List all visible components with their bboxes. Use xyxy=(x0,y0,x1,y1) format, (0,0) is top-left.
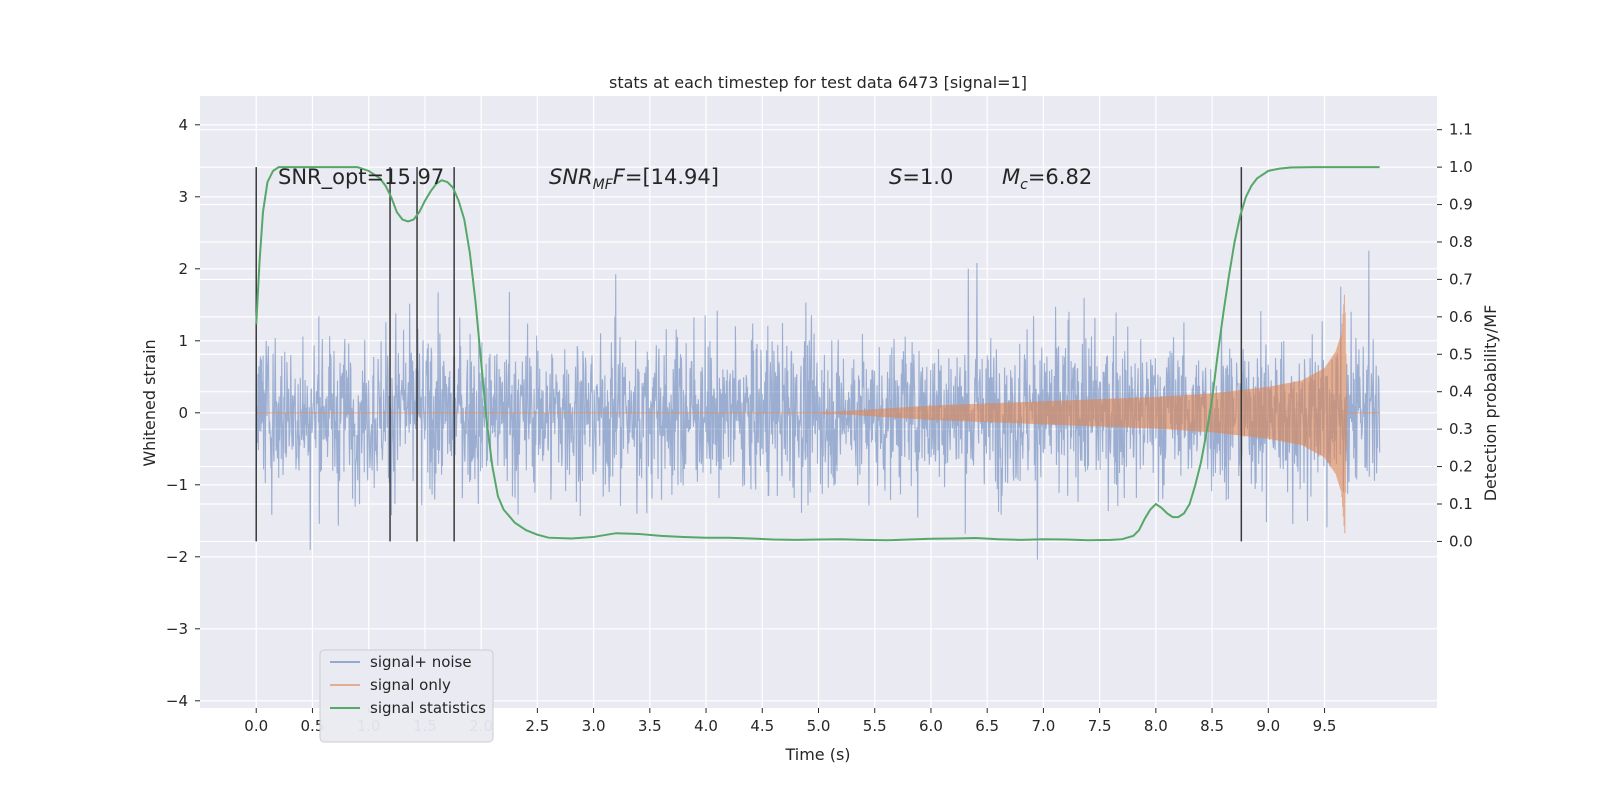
y-tick-label: 1 xyxy=(178,332,188,350)
series-signal-statistics xyxy=(255,166,1380,542)
chart-title: stats at each timestep for test data 647… xyxy=(609,73,1027,92)
signal-statistics-line xyxy=(255,166,1380,542)
y2-tick-label: 0.6 xyxy=(1449,308,1473,326)
y2-tick-label: 1.0 xyxy=(1449,158,1473,176)
x-tick-label: 4.0 xyxy=(694,717,718,735)
y2-tick-label: 0.9 xyxy=(1449,196,1473,214)
y-tick-label: 4 xyxy=(178,116,188,134)
y2-axis-ticks: 1.1 1.0 0.9 0.8 0.7 0.6 0.5 0.4 0.3 0.2 0.1 0.0 xyxy=(1437,121,1473,550)
y-tick-label: 0 xyxy=(178,404,188,422)
x-tick-label: 4.5 xyxy=(750,717,774,735)
y-tick-label: −3 xyxy=(166,620,188,638)
y2-tick-label: 0.8 xyxy=(1449,233,1473,251)
legend: signal+ noise signal only signal statist… xyxy=(319,649,494,743)
x-tick-label: 5.0 xyxy=(807,717,831,735)
y-tick-label: −2 xyxy=(166,548,188,566)
x-tick-label: 5.5 xyxy=(863,717,887,735)
x-tick-label: 0.5 xyxy=(301,717,325,735)
x-tick-label: 3.0 xyxy=(582,717,606,735)
x-tick-label: 9.5 xyxy=(1313,717,1337,735)
vertical-markers xyxy=(255,167,1243,542)
y2-tick-label: 0.0 xyxy=(1449,532,1473,550)
y2-tick-label: 0.2 xyxy=(1449,458,1473,476)
annotation-snr-mf: SNRMFF=[14.94] xyxy=(549,165,719,193)
annotation-mc: Mc=6.82 xyxy=(1002,165,1092,193)
x-tick-label: 6.5 xyxy=(975,717,999,735)
y2-tick-label: 0.1 xyxy=(1449,495,1473,513)
annotation-snr-opt: SNR_opt=15.97 xyxy=(278,165,444,190)
y-axis-label: Whitened strain xyxy=(140,339,159,466)
y2-tick-label: 1.1 xyxy=(1449,121,1473,139)
legend-label-stats: signal statistics xyxy=(370,699,486,717)
annotation-s: S=1.0 xyxy=(889,165,953,189)
x-tick-label: 6.0 xyxy=(919,717,943,735)
y-tick-label: −1 xyxy=(166,476,188,494)
x-tick-label: 8.5 xyxy=(1200,717,1224,735)
legend-box xyxy=(319,649,494,743)
y-tick-label: 2 xyxy=(178,260,188,278)
x-tick-label: 8.0 xyxy=(1144,717,1168,735)
y-tick-label: 3 xyxy=(178,188,188,206)
x-axis-label: Time (s) xyxy=(784,745,850,764)
x-tick-label: 7.0 xyxy=(1031,717,1055,735)
y2-axis-label: Detection probability/MF xyxy=(1481,305,1500,502)
y2-tick-label: 0.3 xyxy=(1449,420,1473,438)
legend-label-noise: signal+ noise xyxy=(370,653,472,671)
x-tick-label: 0.0 xyxy=(244,717,268,735)
y-tick-label: −4 xyxy=(166,692,188,710)
y2-tick-label: 0.4 xyxy=(1449,383,1473,401)
x-tick-label: 2.5 xyxy=(525,717,549,735)
y2-tick-label: 0.7 xyxy=(1449,270,1473,288)
signal-only-line xyxy=(256,294,1380,534)
x-tick-label: 7.5 xyxy=(1088,717,1112,735)
y2-tick-label: 0.5 xyxy=(1449,345,1473,363)
series-signal-only xyxy=(256,294,1380,534)
legend-label-signal: signal only xyxy=(370,676,451,694)
y-axis-ticks: 4 3 2 1 0 −1 −2 −3 −4 xyxy=(166,116,200,710)
x-tick-label: 3.5 xyxy=(638,717,662,735)
x-tick-label: 9.0 xyxy=(1256,717,1280,735)
